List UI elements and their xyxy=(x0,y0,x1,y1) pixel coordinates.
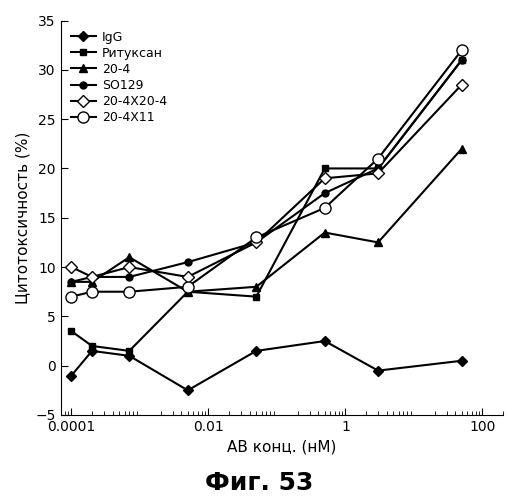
SO129 xyxy=(126,274,133,280)
Line: 20-4: 20-4 xyxy=(67,144,466,296)
Line: IgG: IgG xyxy=(68,338,465,394)
IgG xyxy=(68,372,75,378)
20-4 xyxy=(126,254,133,260)
20-4 xyxy=(68,279,75,285)
Ритуксан xyxy=(253,294,260,300)
20-4X20-4 xyxy=(68,264,75,270)
20-4 xyxy=(185,288,191,294)
20-4X20-4 xyxy=(89,274,95,280)
IgG xyxy=(375,368,381,374)
IgG xyxy=(322,338,328,344)
20-4 xyxy=(375,240,381,246)
Line: Ритуксан: Ритуксан xyxy=(68,56,465,354)
SO129 xyxy=(322,190,328,196)
20-4X20-4 xyxy=(375,170,381,176)
Ритуксан xyxy=(185,288,191,294)
IgG xyxy=(185,388,191,394)
Y-axis label: Цитотоксичность (%): Цитотоксичность (%) xyxy=(15,132,30,304)
20-4X20-4 xyxy=(126,264,133,270)
SO129 xyxy=(68,279,75,285)
SO129 xyxy=(89,274,95,280)
20-4X20-4 xyxy=(458,82,465,87)
20-4 xyxy=(458,146,465,152)
SO129 xyxy=(185,259,191,265)
20-4X20-4 xyxy=(253,240,260,246)
20-4X20-4 xyxy=(322,176,328,182)
Line: SO129: SO129 xyxy=(68,56,465,286)
20-4 xyxy=(253,284,260,290)
20-4X11 xyxy=(89,288,95,294)
Ритуксан xyxy=(126,348,133,354)
Ритуксан xyxy=(322,166,328,172)
20-4X11 xyxy=(375,156,381,162)
Ритуксан xyxy=(89,343,95,349)
IgG xyxy=(89,348,95,354)
IgG xyxy=(126,353,133,359)
Ритуксан xyxy=(458,57,465,63)
20-4 xyxy=(322,230,328,235)
IgG xyxy=(253,348,260,354)
X-axis label: АВ конц. (нМ): АВ конц. (нМ) xyxy=(227,440,337,454)
20-4X11 xyxy=(185,284,191,290)
Ритуксан xyxy=(68,328,75,334)
20-4 xyxy=(89,279,95,285)
20-4X11 xyxy=(458,47,465,53)
SO129 xyxy=(458,57,465,63)
Legend: IgG, Ритуксан, 20-4, SO129, 20-4X20-4, 20-4X11: IgG, Ритуксан, 20-4, SO129, 20-4X20-4, 2… xyxy=(67,26,171,128)
20-4X11 xyxy=(322,205,328,211)
SO129 xyxy=(253,240,260,246)
20-4X11 xyxy=(126,288,133,294)
20-4X20-4 xyxy=(185,274,191,280)
Text: Фиг. 53: Фиг. 53 xyxy=(205,471,313,495)
Ритуксан xyxy=(375,166,381,172)
IgG xyxy=(458,358,465,364)
SO129 xyxy=(375,166,381,172)
20-4X11 xyxy=(68,294,75,300)
Line: 20-4X20-4: 20-4X20-4 xyxy=(67,80,466,281)
Line: 20-4X11: 20-4X11 xyxy=(66,44,467,302)
20-4X11 xyxy=(253,234,260,240)
